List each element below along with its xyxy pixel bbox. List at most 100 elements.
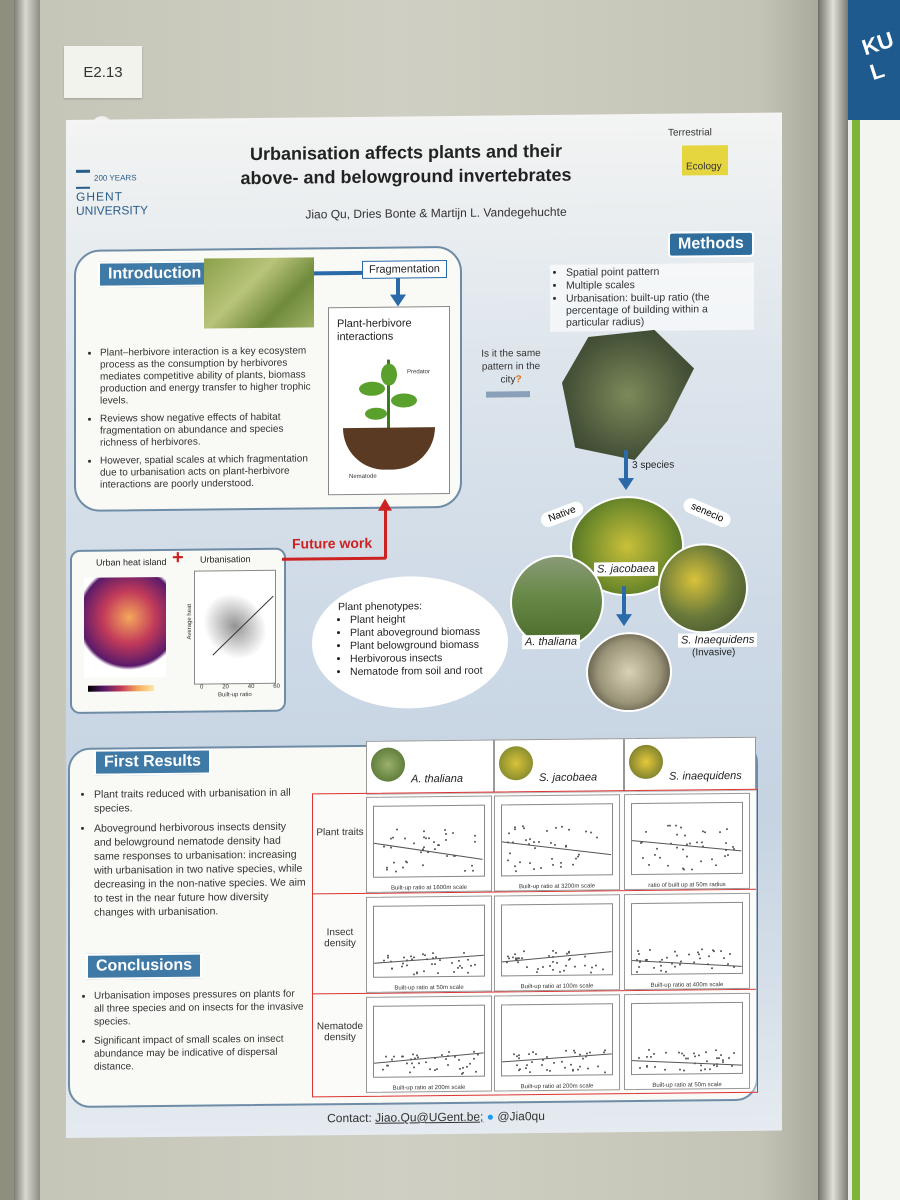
plot-point <box>418 1062 421 1065</box>
plot-point <box>386 954 389 957</box>
nematode-label: Nematode <box>349 473 377 481</box>
plot-point <box>549 964 552 967</box>
plot-point <box>659 857 662 860</box>
plot-point <box>706 1060 709 1063</box>
plot-point <box>690 867 693 871</box>
plot-point <box>538 841 541 844</box>
plot-point <box>518 860 521 863</box>
plot-point <box>421 863 424 866</box>
plot-point <box>385 1055 388 1058</box>
plot-point <box>665 970 668 973</box>
next-poster-header <box>848 0 900 120</box>
plot-point <box>443 829 446 832</box>
question-text: Is it the same pattern in the city? <box>476 347 546 387</box>
plot-point <box>674 965 677 969</box>
plot-point <box>559 862 562 865</box>
plot-point <box>699 957 702 960</box>
phenotype-arrow <box>622 586 626 617</box>
methods-bullet: Spatial point pattern <box>566 265 752 279</box>
result-plot: Built-up ratio at 200m scale <box>494 994 620 1092</box>
plot-point <box>669 824 672 827</box>
plot-point <box>700 1063 703 1066</box>
plot-point <box>569 1064 572 1067</box>
x-tick: 40 <box>247 684 255 691</box>
plot-point <box>666 957 669 960</box>
trend-line <box>631 1060 742 1066</box>
authors: Jiao Qu, Dries Bonte & Martijn L. Vandeg… <box>305 204 567 222</box>
s-inaequidens-photo <box>658 542 748 634</box>
te-logo: Terrestrial Ecology <box>658 127 740 186</box>
te-logo-line1: Terrestrial <box>668 127 712 139</box>
plot-point <box>422 970 425 973</box>
plot-point <box>637 966 640 969</box>
plot-point <box>514 953 517 956</box>
plot-point <box>451 961 454 964</box>
results-text: Plant traits reduced with urbanisation i… <box>80 785 306 925</box>
future-work-line-up <box>384 508 387 559</box>
plot-area <box>501 1003 613 1077</box>
methods-bullet: Multiple scales <box>566 278 752 292</box>
plot-point <box>660 964 662 967</box>
plot-point <box>508 832 511 835</box>
plot-point <box>526 1063 529 1066</box>
plot-point <box>645 1055 648 1058</box>
result-plot: ratio of built up at 50m radius <box>624 792 750 891</box>
question-mark: ? <box>515 374 522 386</box>
contact-email[interactable]: Jiao.Qu@UGent.be; <box>375 1109 484 1125</box>
plot-point <box>391 967 394 970</box>
plot-point <box>681 848 684 851</box>
ugent-years: 200 YEARS <box>94 173 137 183</box>
plot-point <box>703 830 706 833</box>
plot-point <box>405 964 408 967</box>
result-plot: Built-up ratio at 1600m scale <box>366 795 492 893</box>
plot-x-label: Built-up ratio at 100m scale <box>520 983 594 991</box>
plot-point <box>708 955 711 958</box>
fragmentation-label: Fragmentation <box>362 260 447 279</box>
contact-twitter[interactable]: @Jia0qu <box>497 1108 545 1124</box>
nematode-microscope-photo <box>586 631 672 713</box>
plot-point <box>713 1064 716 1067</box>
title-line-2: above- and belowground invertebrates <box>240 164 572 189</box>
plot-point <box>433 1069 436 1072</box>
plot-point <box>674 950 677 953</box>
plot-point <box>425 836 428 839</box>
plot-point <box>555 961 558 964</box>
scatter-x-label: Built-up ratio <box>218 692 252 699</box>
plot-point <box>678 1068 681 1071</box>
city-map-photo <box>562 329 694 460</box>
scatter-y-label: Average heat <box>186 603 193 640</box>
col-head: S. jacobaea <box>539 771 598 785</box>
col-head: S. inaequidens <box>669 769 742 783</box>
plot-point <box>602 968 605 971</box>
plot-point <box>715 1048 718 1051</box>
te-logo-line2: Ecology <box>686 161 722 173</box>
plot-point <box>567 959 570 962</box>
plot-point <box>698 1053 701 1056</box>
plot-point <box>568 828 571 831</box>
twitter-icon: ● <box>486 1109 494 1124</box>
plot-point <box>726 853 729 856</box>
plot-point <box>684 834 687 837</box>
plot-area <box>501 803 613 877</box>
a-thaliana-label: A. thaliana <box>522 634 580 650</box>
plot-point <box>439 959 442 962</box>
plot-point <box>709 1068 712 1071</box>
plot-point <box>595 836 598 839</box>
plot-point <box>395 870 398 873</box>
three-species-label: 3 species <box>632 459 675 472</box>
plot-point <box>724 841 727 844</box>
thaliana-thumb <box>371 747 405 782</box>
plot-point <box>452 831 455 834</box>
heat-island-map <box>84 576 166 678</box>
phenotype-item: Nematode from soil and root <box>350 664 498 679</box>
plot-point <box>638 1056 641 1059</box>
introduction-text: Plant–herbivore interaction is a key eco… <box>86 345 318 497</box>
plot-point <box>724 855 727 858</box>
plot-point <box>424 954 427 957</box>
plot-x-label: Built-up ratio at 1600m scale <box>390 884 468 892</box>
inaequidens-thumb <box>629 744 663 780</box>
plot-point <box>561 825 564 828</box>
conclusions-bullet: Urbanisation imposes pressures on plants… <box>94 987 306 1028</box>
plot-point <box>438 844 441 847</box>
plot-point <box>453 971 456 974</box>
